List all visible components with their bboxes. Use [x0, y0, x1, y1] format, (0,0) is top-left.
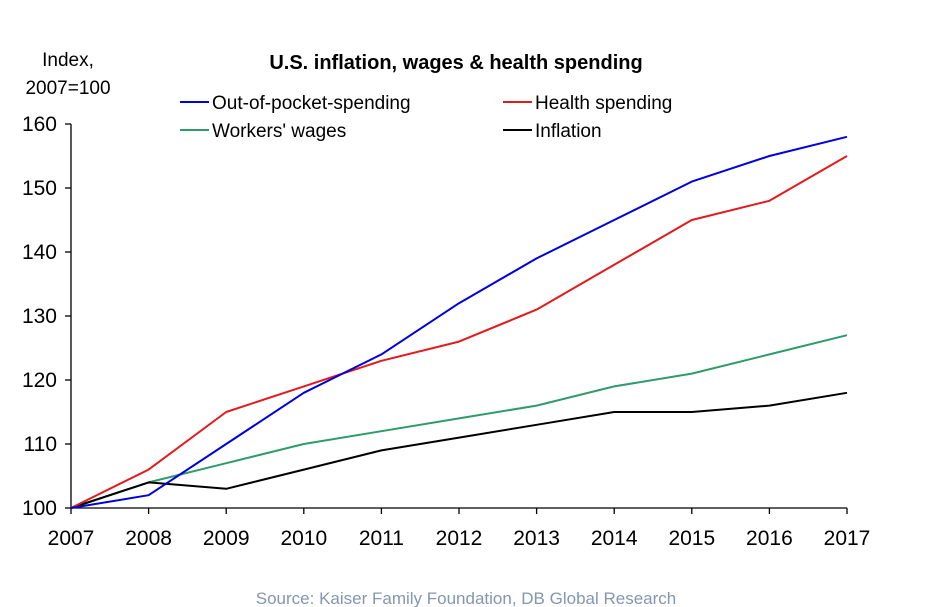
y-axis-label-line2: 2007=100	[25, 78, 110, 99]
legend-label-health-spending: Health spending	[535, 93, 672, 114]
y-axis: 100 110 120 130 140 150 160	[22, 113, 72, 520]
x-tick-label: 2010	[280, 527, 327, 550]
y-tick-label: 150	[22, 177, 57, 200]
legend-label-out-of-pocket-spending: Out-of-pocket-spending	[212, 93, 411, 114]
y-tick-label: 120	[22, 369, 57, 392]
x-axis: 2007 2008 2009 2010 2011 2012 2013 2014 2015 2016…	[48, 507, 871, 550]
y-tick-label: 130	[22, 305, 57, 328]
legend: Out-of-pocket-spending Health spending Wor…	[180, 93, 672, 142]
series-line-workers-wages	[70, 334, 848, 509]
series-line-health-spending	[70, 155, 848, 509]
x-tick-label: 2007	[48, 527, 95, 550]
source-note: Source: Kaiser Family Foundation, DB Glo…	[256, 589, 676, 607]
y-tick-label: 160	[22, 113, 57, 136]
x-tick-label: 2013	[513, 527, 560, 550]
series-line-out-of-pocket-spending	[70, 135, 848, 509]
y-tick-label: 110	[24, 433, 57, 456]
legend-label-workers-wages: Workers' wages	[212, 121, 346, 142]
x-tick-label: 2014	[591, 527, 638, 550]
legend-label-inflation: Inflation	[535, 121, 602, 142]
chart-title: U.S. inflation, wages & health spending	[269, 52, 642, 74]
x-tick-label: 2008	[125, 527, 172, 550]
x-tick-label: 2015	[668, 527, 715, 550]
y-axis-label-line1: Index,	[42, 50, 94, 71]
x-tick-label: 2009	[203, 527, 250, 550]
plot-area	[70, 135, 848, 509]
series-line-inflation	[70, 391, 848, 509]
y-tick-label: 100	[22, 497, 57, 520]
y-tick-label: 140	[22, 241, 57, 264]
x-tick-label: 2016	[746, 527, 793, 550]
x-tick-label: 2012	[436, 527, 483, 550]
x-tick-label: 2017	[824, 527, 871, 550]
x-tick-label: 2011	[359, 527, 404, 550]
